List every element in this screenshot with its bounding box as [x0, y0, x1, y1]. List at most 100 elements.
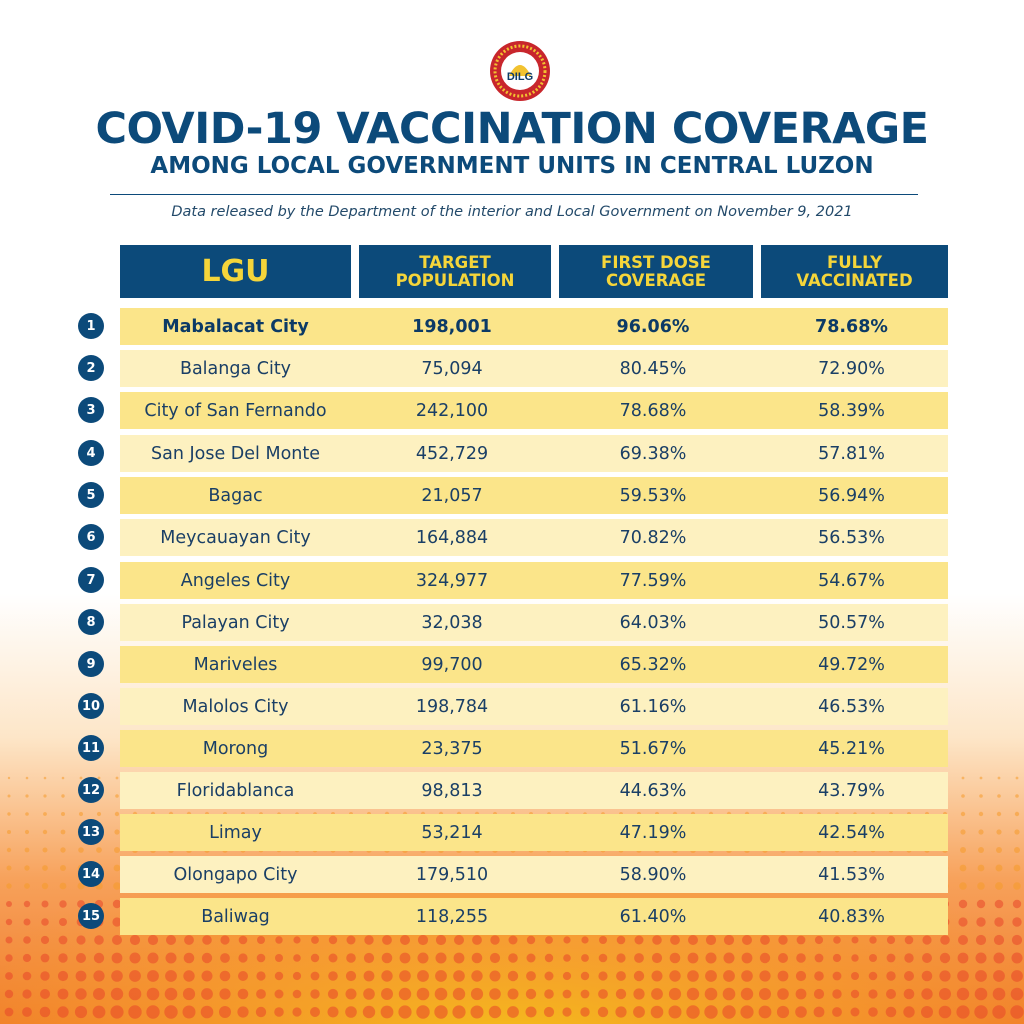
- cell-lgu: Mariveles: [193, 654, 278, 675]
- page-title: COVID-19 VACCINATION COVERAGE: [95, 104, 929, 154]
- cell-target-population: 118,255: [415, 906, 489, 927]
- rank-badge: 9: [78, 651, 104, 677]
- rank-badge: 10: [78, 693, 104, 719]
- cell-lgu: Floridablanca: [176, 780, 295, 801]
- column-header-full-text: FULLY VACCINATED: [796, 252, 913, 290]
- cell-first-dose: 61.40%: [619, 906, 687, 927]
- cell-target-population: 198,001: [412, 316, 492, 337]
- cell-first-dose: 70.82%: [619, 527, 687, 548]
- rank-badge: 1: [78, 313, 104, 339]
- table-row: Meycauayan City 164,884 70.82% 56.53%: [120, 519, 948, 556]
- table-row: Baliwag 118,255 61.40% 40.83%: [120, 898, 948, 935]
- table-row: City of San Fernando 242,100 78.68% 58.39%: [120, 392, 948, 429]
- cell-first-dose: 64.03%: [619, 612, 687, 633]
- column-header-target-population: TARGET POPULATION: [359, 245, 551, 298]
- rank-badge: 3: [78, 397, 104, 423]
- table-row: Morong 23,375 51.67% 45.21%: [120, 730, 948, 767]
- cell-lgu: Malolos City: [182, 696, 289, 717]
- table-row: San Jose Del Monte 452,729 69.38% 57.81%: [120, 435, 948, 472]
- cell-fully-vaccinated: 50.57%: [818, 612, 885, 633]
- cell-fully-vaccinated: 43.79%: [818, 780, 885, 801]
- cell-target-population: 53,214: [421, 822, 483, 843]
- page-subtitle: AMONG LOCAL GOVERNMENT UNITS IN CENTRAL …: [150, 153, 874, 179]
- source-note: Data released by the Department of the i…: [171, 204, 853, 220]
- cell-fully-vaccinated: 54.67%: [818, 570, 885, 591]
- svg-text:DILG: DILG: [507, 71, 533, 83]
- rank-badge: 2: [78, 355, 104, 381]
- cell-lgu: City of San Fernando: [144, 400, 327, 421]
- cell-fully-vaccinated: 58.39%: [818, 400, 885, 421]
- table-row: Floridablanca 98,813 44.63% 43.79%: [120, 772, 948, 809]
- cell-first-dose: 58.90%: [619, 864, 687, 885]
- dilg-seal-logo: DILG: [490, 41, 550, 101]
- rank-badge: 5: [78, 482, 104, 508]
- cell-target-population: 324,977: [415, 570, 489, 591]
- cell-lgu: Angeles City: [180, 570, 291, 591]
- cell-fully-vaccinated: 78.68%: [815, 316, 888, 337]
- cell-lgu: Olongapo City: [173, 864, 298, 885]
- cell-lgu: San Jose Del Monte: [151, 443, 320, 464]
- cell-lgu: Mabalacat City: [162, 316, 309, 337]
- cell-target-population: 75,094: [421, 358, 483, 379]
- cell-target-population: 452,729: [415, 443, 489, 464]
- cell-fully-vaccinated: 45.21%: [818, 738, 885, 759]
- cell-target-population: 23,375: [421, 738, 483, 759]
- cell-target-population: 32,038: [421, 612, 483, 633]
- column-header-first-text: FIRST DOSE COVERAGE: [601, 252, 711, 290]
- rank-badge: 12: [78, 777, 104, 803]
- cell-target-population: 21,057: [421, 485, 483, 506]
- cell-first-dose: 69.38%: [619, 443, 687, 464]
- cell-target-population: 164,884: [415, 527, 489, 548]
- cell-first-dose: 65.32%: [619, 654, 687, 675]
- table-row: Mabalacat City 198,001 96.06% 78.68%: [120, 308, 948, 345]
- table-row: Malolos City 198,784 61.16% 46.53%: [120, 688, 948, 725]
- cell-lgu: Palayan City: [181, 612, 290, 633]
- rank-badge: 7: [78, 567, 104, 593]
- cell-fully-vaccinated: 72.90%: [818, 358, 885, 379]
- table-row: Limay 53,214 47.19% 42.54%: [120, 814, 948, 851]
- column-header-fully-vaccinated: FULLY VACCINATED: [761, 245, 948, 298]
- cell-first-dose: 44.63%: [619, 780, 687, 801]
- cell-first-dose: 47.19%: [619, 822, 687, 843]
- cell-first-dose: 77.59%: [619, 570, 687, 591]
- cell-target-population: 98,813: [421, 780, 483, 801]
- cell-fully-vaccinated: 42.54%: [818, 822, 885, 843]
- rank-badge: 4: [78, 440, 104, 466]
- cell-first-dose: 59.53%: [619, 485, 687, 506]
- rank-badge: 8: [78, 609, 104, 635]
- table-row: Angeles City 324,977 77.59% 54.67%: [120, 562, 948, 599]
- cell-lgu: Morong: [202, 738, 269, 759]
- rank-badge: 6: [78, 524, 104, 550]
- table-row: Olongapo City 179,510 58.90% 41.53%: [120, 856, 948, 893]
- cell-target-population: 198,784: [415, 696, 489, 717]
- cell-first-dose: 96.06%: [616, 316, 690, 337]
- cell-first-dose: 78.68%: [619, 400, 687, 421]
- table-row: Mariveles 99,700 65.32% 49.72%: [120, 646, 948, 683]
- table-row: Bagac 21,057 59.53% 56.94%: [120, 477, 948, 514]
- column-header-first-dose: FIRST DOSE COVERAGE: [559, 245, 753, 298]
- column-header-lgu: LGU: [120, 245, 351, 298]
- rank-badge: 11: [78, 735, 104, 761]
- cell-lgu: Meycauayan City: [160, 527, 311, 548]
- cell-fully-vaccinated: 49.72%: [818, 654, 885, 675]
- cell-fully-vaccinated: 40.83%: [818, 906, 885, 927]
- cell-lgu: Baliwag: [201, 906, 270, 927]
- cell-target-population: 179,510: [415, 864, 489, 885]
- table-row: Balanga City 75,094 80.45% 72.90%: [120, 350, 948, 387]
- title-divider: [110, 194, 918, 195]
- cell-fully-vaccinated: 57.81%: [818, 443, 885, 464]
- cell-target-population: 242,100: [415, 400, 489, 421]
- cell-fully-vaccinated: 41.53%: [818, 864, 885, 885]
- rank-badge: 15: [78, 903, 104, 929]
- table-row: Palayan City 32,038 64.03% 50.57%: [120, 604, 948, 641]
- cell-fully-vaccinated: 56.94%: [818, 485, 885, 506]
- cell-fully-vaccinated: 56.53%: [818, 527, 885, 548]
- rank-badge: 13: [78, 819, 104, 845]
- rank-badge: 14: [78, 861, 104, 887]
- cell-lgu: Balanga City: [179, 358, 292, 379]
- cell-target-population: 99,700: [421, 654, 483, 675]
- cell-fully-vaccinated: 46.53%: [818, 696, 885, 717]
- cell-lgu: Bagac: [208, 485, 263, 506]
- cell-lgu: Limay: [209, 822, 262, 843]
- cell-first-dose: 80.45%: [619, 358, 687, 379]
